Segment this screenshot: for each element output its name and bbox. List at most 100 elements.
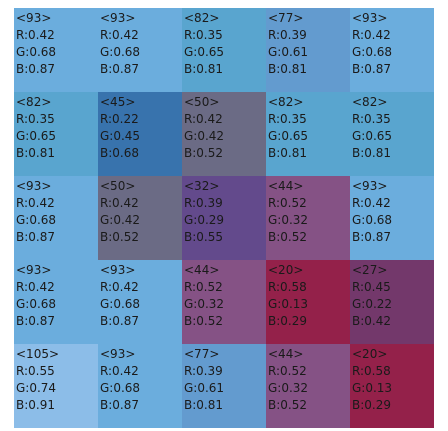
cell-red-value: R:0.42 bbox=[16, 280, 55, 294]
cell-value-label: <82> bbox=[184, 11, 220, 25]
cell-green-value: G:0.68 bbox=[352, 45, 393, 59]
grid-cell: <93> R:0.42 G:0.68 B:0.87 bbox=[14, 176, 98, 260]
grid-cell: <93> R:0.42 G:0.68 B:0.87 bbox=[14, 8, 98, 92]
cell-value-label: <50> bbox=[100, 179, 136, 193]
cell-value-label: <44> bbox=[268, 347, 304, 361]
cell-blue-value: B:0.81 bbox=[16, 146, 55, 160]
cell-green-value: G:0.13 bbox=[268, 297, 309, 311]
color-grid: <93> R:0.42 G:0.68 B:0.87 <93> R:0.42 G:0.68 B:… bbox=[14, 8, 434, 428]
cell-red-value: R:0.35 bbox=[268, 112, 307, 126]
cell-blue-value: B:0.81 bbox=[268, 62, 307, 76]
cell-blue-value: B:0.42 bbox=[352, 314, 391, 328]
grid-cell: <44> R:0.52 G:0.32 B:0.52 bbox=[182, 260, 266, 344]
cell-blue-value: B:0.81 bbox=[352, 146, 391, 160]
cell-value-label: <93> bbox=[352, 11, 388, 25]
cell-green-value: G:0.68 bbox=[16, 297, 57, 311]
cell-value-label: <32> bbox=[184, 179, 220, 193]
cell-red-value: R:0.35 bbox=[16, 112, 55, 126]
cell-red-value: R:0.58 bbox=[352, 364, 391, 378]
grid-cell: <45> R:0.22 G:0.45 B:0.68 bbox=[98, 92, 182, 176]
cell-green-value: G:0.32 bbox=[268, 213, 309, 227]
cell-red-value: R:0.58 bbox=[268, 280, 307, 294]
cell-value-label: <77> bbox=[184, 347, 220, 361]
grid-cell: <93> R:0.42 G:0.68 B:0.87 bbox=[14, 260, 98, 344]
cell-value-label: <44> bbox=[268, 179, 304, 193]
grid-cell: <82> R:0.35 G:0.65 B:0.81 bbox=[266, 92, 350, 176]
grid-cell: <50> R:0.42 G:0.42 B:0.52 bbox=[182, 92, 266, 176]
cell-green-value: G:0.61 bbox=[268, 45, 309, 59]
cell-red-value: R:0.35 bbox=[352, 112, 391, 126]
cell-blue-value: B:0.52 bbox=[184, 314, 223, 328]
cell-blue-value: B:0.81 bbox=[184, 62, 223, 76]
cell-red-value: R:0.52 bbox=[268, 196, 307, 210]
cell-red-value: R:0.22 bbox=[100, 112, 139, 126]
grid-cell: <82> R:0.35 G:0.65 B:0.81 bbox=[182, 8, 266, 92]
cell-value-label: <20> bbox=[268, 263, 304, 277]
cell-blue-value: B:0.87 bbox=[100, 62, 139, 76]
cell-green-value: G:0.42 bbox=[184, 129, 225, 143]
cell-red-value: R:0.39 bbox=[184, 196, 223, 210]
cell-blue-value: B:0.87 bbox=[352, 230, 391, 244]
cell-blue-value: B:0.29 bbox=[268, 314, 307, 328]
grid-cell: <20> R:0.58 G:0.13 B:0.29 bbox=[350, 344, 434, 428]
cell-green-value: G:0.65 bbox=[352, 129, 393, 143]
cell-blue-value: B:0.81 bbox=[184, 398, 223, 412]
cell-blue-value: B:0.29 bbox=[352, 398, 391, 412]
grid-cell: <77> R:0.39 G:0.61 B:0.81 bbox=[182, 344, 266, 428]
grid-cell: <93> R:0.42 G:0.68 B:0.87 bbox=[98, 344, 182, 428]
cell-blue-value: B:0.91 bbox=[16, 398, 55, 412]
cell-value-label: <93> bbox=[352, 179, 388, 193]
cell-red-value: R:0.42 bbox=[352, 28, 391, 42]
cell-value-label: <93> bbox=[16, 263, 52, 277]
grid-cell: <82> R:0.35 G:0.65 B:0.81 bbox=[350, 92, 434, 176]
cell-green-value: G:0.42 bbox=[100, 213, 141, 227]
cell-green-value: G:0.65 bbox=[268, 129, 309, 143]
cell-blue-value: B:0.87 bbox=[100, 314, 139, 328]
cell-value-label: <93> bbox=[100, 11, 136, 25]
grid-cell: <93> R:0.42 G:0.68 B:0.87 bbox=[98, 260, 182, 344]
cell-value-label: <93> bbox=[100, 263, 136, 277]
cell-green-value: G:0.45 bbox=[100, 129, 141, 143]
cell-green-value: G:0.68 bbox=[100, 45, 141, 59]
cell-red-value: R:0.35 bbox=[184, 28, 223, 42]
cell-green-value: G:0.61 bbox=[184, 381, 225, 395]
cell-green-value: G:0.13 bbox=[352, 381, 393, 395]
cell-blue-value: B:0.52 bbox=[100, 230, 139, 244]
cell-value-label: <93> bbox=[100, 347, 136, 361]
cell-green-value: G:0.29 bbox=[184, 213, 225, 227]
cell-green-value: G:0.32 bbox=[184, 297, 225, 311]
grid-cell: <93> R:0.42 G:0.68 B:0.87 bbox=[350, 8, 434, 92]
grid-cell: <27> R:0.45 G:0.22 B:0.42 bbox=[350, 260, 434, 344]
grid-cell: <105> R:0.55 G:0.74 B:0.91 bbox=[14, 344, 98, 428]
cell-red-value: R:0.39 bbox=[268, 28, 307, 42]
cell-blue-value: B:0.52 bbox=[184, 146, 223, 160]
cell-green-value: G:0.68 bbox=[352, 213, 393, 227]
cell-value-label: <27> bbox=[352, 263, 388, 277]
cell-red-value: R:0.42 bbox=[100, 28, 139, 42]
cell-red-value: R:0.42 bbox=[352, 196, 391, 210]
cell-red-value: R:0.42 bbox=[16, 196, 55, 210]
cell-value-label: <82> bbox=[268, 95, 304, 109]
cell-blue-value: B:0.87 bbox=[352, 62, 391, 76]
grid-cell: <32> R:0.39 G:0.29 B:0.55 bbox=[182, 176, 266, 260]
cell-blue-value: B:0.52 bbox=[268, 398, 307, 412]
cell-value-label: <50> bbox=[184, 95, 220, 109]
cell-value-label: <77> bbox=[268, 11, 304, 25]
grid-cell: <44> R:0.52 G:0.32 B:0.52 bbox=[266, 344, 350, 428]
cell-red-value: R:0.55 bbox=[16, 364, 55, 378]
cell-blue-value: B:0.52 bbox=[268, 230, 307, 244]
grid-cell: <44> R:0.52 G:0.32 B:0.52 bbox=[266, 176, 350, 260]
cell-red-value: R:0.42 bbox=[100, 364, 139, 378]
cell-green-value: G:0.68 bbox=[16, 213, 57, 227]
cell-red-value: R:0.42 bbox=[100, 280, 139, 294]
cell-red-value: R:0.42 bbox=[184, 112, 223, 126]
cell-green-value: G:0.68 bbox=[16, 45, 57, 59]
cell-value-label: <45> bbox=[100, 95, 136, 109]
cell-green-value: G:0.68 bbox=[100, 297, 141, 311]
cell-red-value: R:0.39 bbox=[184, 364, 223, 378]
grid-cell: <93> R:0.42 G:0.68 B:0.87 bbox=[350, 176, 434, 260]
cell-value-label: <44> bbox=[184, 263, 220, 277]
cell-green-value: G:0.22 bbox=[352, 297, 393, 311]
cell-green-value: G:0.74 bbox=[16, 381, 57, 395]
cell-value-label: <93> bbox=[16, 11, 52, 25]
